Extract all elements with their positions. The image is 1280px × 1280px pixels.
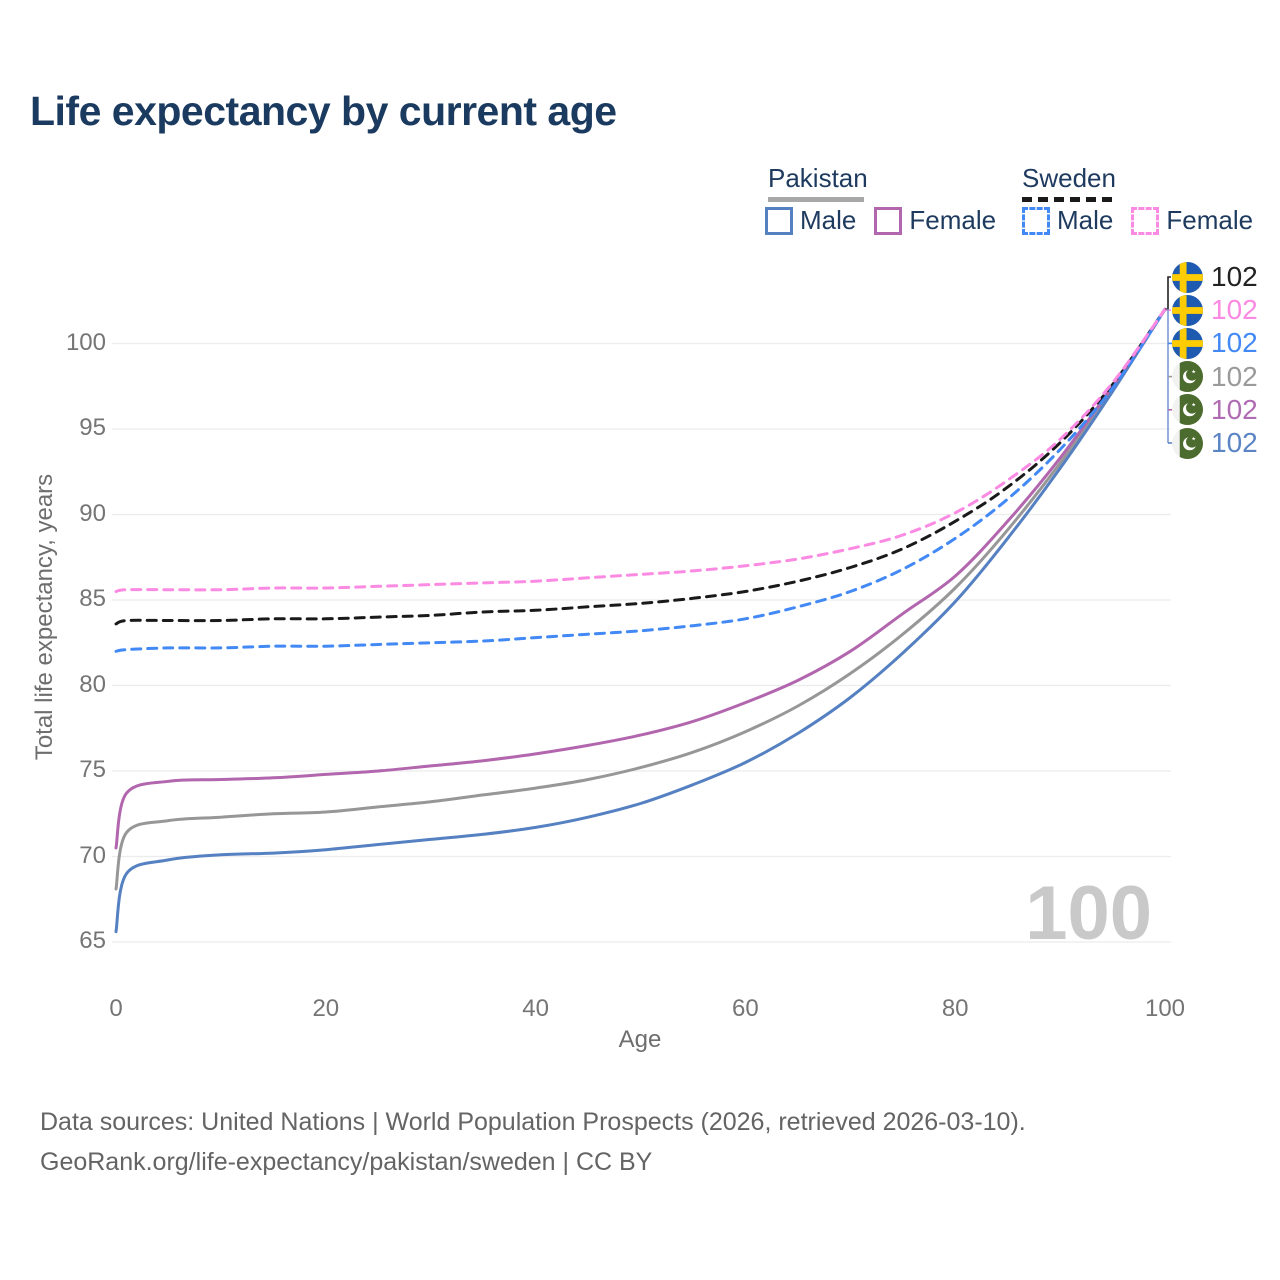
x-tick-label: 60	[732, 995, 759, 1022]
end-value-label: 102	[1211, 393, 1258, 425]
legend-item-pakistan-female[interactable]: Female	[874, 205, 996, 236]
end-label-pakistan-female: 102	[1172, 394, 1258, 426]
end-label-sweden-male: 102	[1172, 327, 1258, 359]
pakistan-flag-icon	[1172, 361, 1203, 393]
end-value-label: 102	[1211, 294, 1258, 326]
x-axis-title: Age	[618, 1026, 662, 1053]
legend-underline-sweden	[1022, 197, 1112, 202]
x-tick-label: 40	[522, 995, 549, 1022]
end-value-label: 102	[1211, 360, 1258, 392]
series-line-sweden-male	[114, 307, 1167, 653]
y-tick-label: 70	[79, 841, 106, 869]
legend-item-sweden-female[interactable]: Female	[1131, 205, 1253, 236]
x-tick-label: 0	[109, 995, 123, 1022]
legend-group-sweden: Sweden	[1022, 163, 1116, 202]
x-tick-label: 20	[312, 995, 340, 1022]
x-tick-label: 100	[1144, 995, 1186, 1022]
y-tick-label: 100	[65, 328, 106, 356]
legend-items-sweden: Male Female	[1022, 205, 1253, 236]
end-value-label: 102	[1211, 261, 1258, 292]
x-tick-label: 80	[941, 995, 969, 1022]
end-label-sweden-female: 102	[1172, 294, 1258, 326]
series-line-sweden-both-sexes	[114, 307, 1167, 626]
sweden-flag-icon	[1172, 327, 1203, 359]
legend-items-pakistan: Male Female	[765, 205, 996, 236]
legend-label: Male	[800, 205, 857, 235]
y-tick-label: 75	[79, 756, 106, 783]
y-tick-label: 90	[79, 499, 106, 527]
attribution-link-text: GeoRank.org/life-expectancy/pakistan/swe…	[40, 1148, 653, 1176]
end-value-label: 102	[1211, 427, 1258, 458]
sweden-female-swatch-icon	[1131, 206, 1160, 235]
pakistan-flag-icon	[1172, 394, 1203, 426]
legend-item-pakistan-male[interactable]: Male	[765, 205, 856, 236]
page-title: Life expectancy by current age	[30, 88, 617, 134]
legend-group-pakistan: Pakistan	[768, 163, 868, 202]
series-line-pakistan-male	[114, 307, 1167, 934]
end-label-pakistan-male: 102	[1172, 427, 1258, 459]
y-tick-label: 95	[79, 414, 106, 441]
pakistan-flag-icon	[1172, 427, 1203, 459]
connector-line	[1165, 276, 1171, 311]
legend-label: Female	[909, 205, 997, 235]
end-label-sweden-both-sexes: 102	[1172, 261, 1258, 293]
legend-label: Male	[1057, 205, 1114, 235]
y-tick-label: 85	[79, 585, 106, 612]
sweden-male-swatch-icon	[1022, 206, 1050, 235]
sweden-flag-icon	[1172, 294, 1203, 326]
legend-underline-pakistan	[768, 197, 864, 202]
legend-country-sweden: Sweden	[1022, 163, 1116, 193]
y-tick-label: 80	[79, 670, 106, 698]
legend-label: Female	[1166, 205, 1254, 235]
series-line-pakistan-both-sexes	[114, 307, 1167, 891]
end-value-label: 102	[1211, 327, 1258, 359]
legend-item-sweden-male[interactable]: Male	[1022, 205, 1113, 236]
pakistan-female-swatch-icon	[874, 206, 903, 235]
end-label-pakistan-both-sexes: 102	[1172, 361, 1258, 393]
series-line-pakistan-female	[114, 307, 1167, 850]
data-sources-text: Data sources: United Nations | World Pop…	[40, 1108, 1026, 1136]
series-line-sweden-female	[114, 307, 1167, 593]
sweden-flag-icon	[1172, 261, 1203, 293]
y-tick-label: 65	[79, 927, 106, 954]
pakistan-male-swatch-icon	[765, 206, 793, 235]
age-counter-watermark: 100	[1025, 871, 1152, 956]
legend-country-pakistan: Pakistan	[768, 163, 868, 193]
